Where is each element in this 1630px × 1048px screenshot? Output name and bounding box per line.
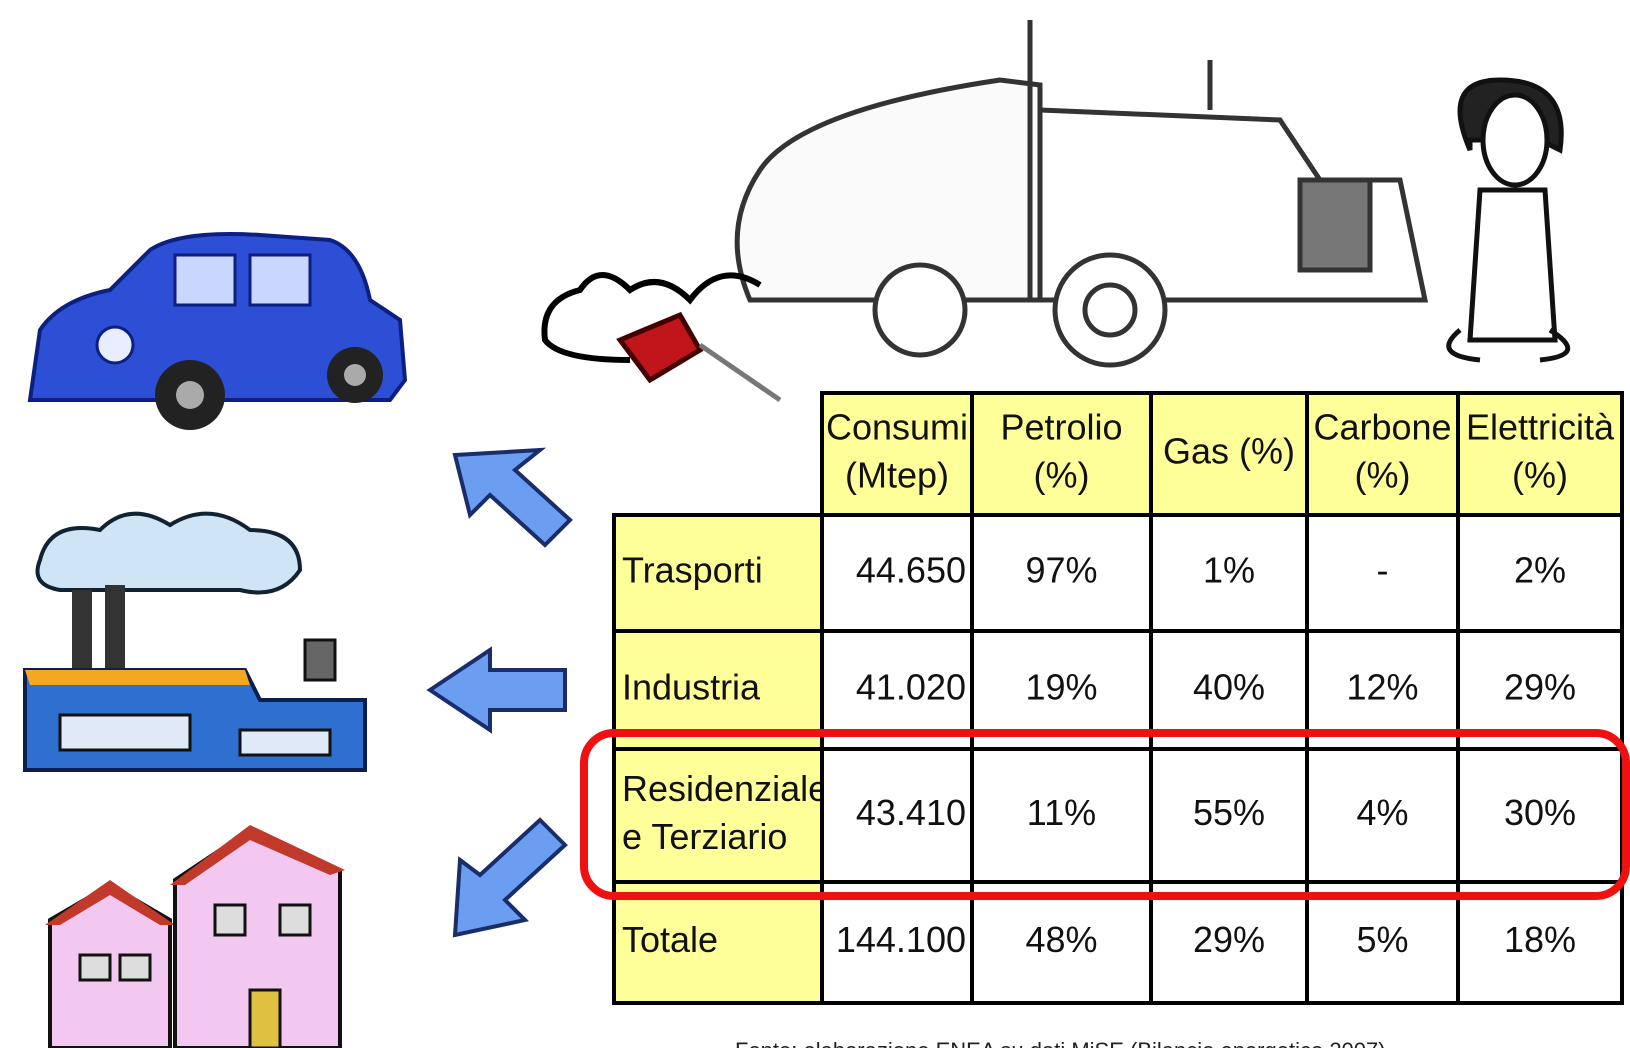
header-text: Consumi (826, 407, 968, 448)
data-cell (820, 880, 974, 1005)
header-cell (970, 391, 1153, 517)
highlight-box (580, 729, 1630, 900)
cell-value: 97% (1025, 550, 1097, 591)
header-text: Carbone (1313, 407, 1451, 448)
data-cell (1305, 747, 1460, 884)
cell-value: 55% (1193, 792, 1265, 833)
cell-value: 11% (1027, 792, 1096, 833)
data-cell (1149, 880, 1309, 1005)
energy-table: Consumi (Mtep) Petrolio (%) Gas (%) Carbone (%… (612, 391, 1624, 1005)
cell-value: 1% (1203, 550, 1255, 591)
header-text: Elettricità (1466, 407, 1615, 448)
cell-value: 30% (1504, 792, 1576, 833)
row-label-cell (612, 513, 824, 633)
header-text: Gas (%) (1163, 431, 1295, 472)
cell-value: 4% (1356, 792, 1408, 833)
header-text: (%) (1034, 455, 1090, 496)
header-cell (1456, 391, 1624, 517)
cell-value: 48% (1025, 919, 1097, 960)
header-text: Petrolio (1000, 407, 1122, 448)
cell-value: 2% (1514, 550, 1566, 591)
factory-icon (23, 511, 367, 772)
data-cell (970, 747, 1153, 884)
data-cell (970, 513, 1153, 633)
arrows (426, 447, 573, 938)
cell-value: - (1377, 550, 1389, 591)
data-cell (1456, 880, 1624, 1005)
data-cell (1456, 513, 1624, 633)
header-cell (1149, 391, 1309, 517)
car-icon (27, 232, 408, 430)
cell-value: 43.410 (856, 792, 966, 833)
data-cell (1305, 513, 1460, 633)
cell-value: 144.100 (836, 919, 966, 960)
data-cell (820, 513, 974, 633)
data-cell (1149, 747, 1309, 884)
row-label: Industria (622, 667, 761, 708)
cell-value: 29% (1193, 919, 1265, 960)
cell-value: 19% (1025, 667, 1097, 708)
cell-value: 5% (1356, 919, 1408, 960)
header-text: (%) (1512, 455, 1568, 496)
row-label-cell (612, 880, 824, 1005)
row-label: Trasporti (622, 550, 763, 591)
source-note: Fonte: elaborazione ENEA su dati MiSE (B… (735, 1038, 1386, 1048)
row-label: Residenziale (622, 768, 828, 809)
row-label-cell (612, 747, 824, 884)
truck-sketch (541, 20, 1429, 403)
data-cell (970, 880, 1153, 1005)
header-text: (%) (1355, 455, 1411, 496)
data-cell (1456, 747, 1624, 884)
cell-value: 29% (1504, 667, 1576, 708)
cell-value: 18% (1504, 919, 1576, 960)
row-label: e Terziario (622, 816, 787, 857)
cell-value: 44.650 (856, 550, 966, 591)
cell-value: 41.020 (856, 667, 966, 708)
cell-value: 12% (1346, 667, 1418, 708)
data-cell (1305, 880, 1460, 1005)
houses-icon (45, 825, 345, 1048)
person-sketch (1446, 77, 1571, 363)
header-text: (Mtep) (845, 455, 949, 496)
row-label: Totale (622, 919, 718, 960)
cell-value: 40% (1193, 667, 1265, 708)
